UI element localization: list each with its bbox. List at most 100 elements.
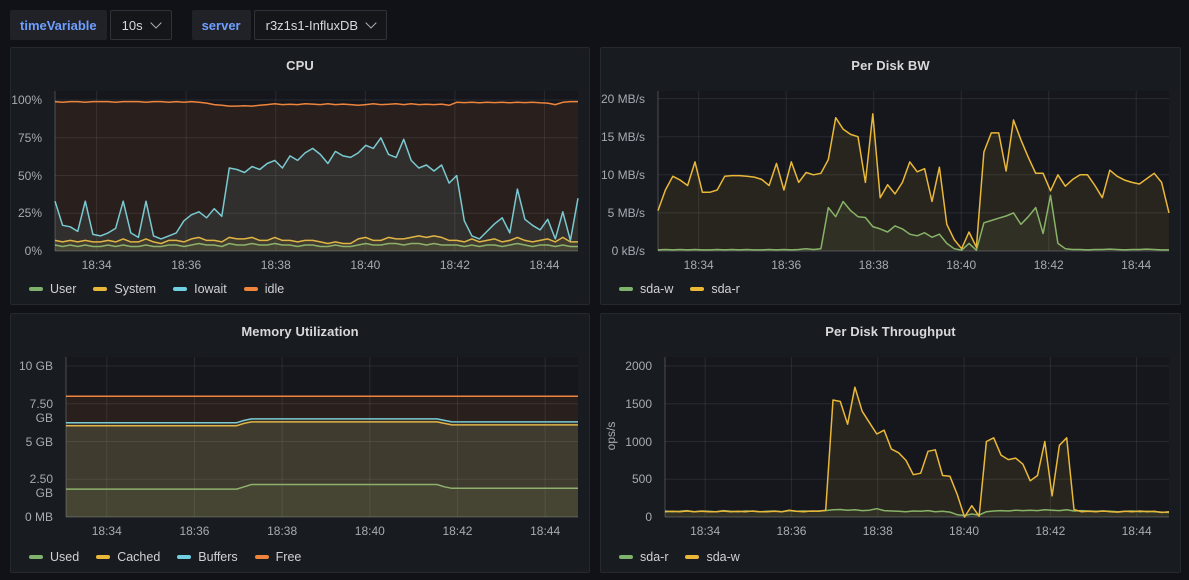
y-tick-label: 2.50 GB: [29, 472, 53, 501]
legend-item-Buffers[interactable]: Buffers: [177, 550, 238, 564]
y-tick-label: 0 kB/s: [611, 244, 645, 258]
x-tick-label: 18:40: [949, 524, 980, 538]
panel-title[interactable]: Memory Utilization: [241, 323, 359, 339]
series-line-Iowait: [54, 137, 579, 242]
legend-label: sda-r: [711, 282, 740, 296]
x-tick-label: 18:40: [946, 258, 977, 272]
y-tick-label: 50%: [17, 168, 42, 183]
y-tick-label: 10 MB/s: [601, 167, 646, 182]
legend-label: Used: [50, 550, 80, 564]
y-tick-label: 2000: [625, 359, 652, 374]
y-tick-label: 75%: [17, 130, 42, 145]
panel-memory-utilization: Memory Utilization 0 MB 2.50 GB 5 GB 7.50 G…: [10, 313, 590, 573]
legend-swatch-icon: [619, 555, 633, 559]
series-fill-Used: [66, 484, 578, 517]
x-tick-label: 18:34: [81, 258, 112, 272]
x-tick-label: 18:38: [858, 258, 889, 272]
x-tick-label: 18:34: [690, 524, 721, 538]
per-disk-bw-chart[interactable]: 0 kB/s 5 MB/s 10 MB/s 15 MB/s 20 MB/s 18:34 18…: [601, 82, 1180, 304]
series-line-sda-w: [664, 386, 1170, 518]
legend-label: Cached: [117, 550, 161, 564]
legend-item-sda-r[interactable]: sda-r: [619, 550, 668, 564]
series-fill-sda-w: [665, 387, 1169, 517]
chart-canvas[interactable]: [11, 82, 589, 304]
variable-value-text: 10s: [121, 17, 143, 33]
legend-label: Free: [275, 550, 302, 564]
legend-item-idle[interactable]: idle: [243, 282, 285, 296]
variables-bar: timeVariable 10s server r3z1s1-InfluxDB: [10, 10, 388, 40]
series-line-System: [54, 235, 578, 245]
y-tick-label: 15 MB/s: [601, 129, 646, 144]
chart-canvas[interactable]: [11, 348, 589, 572]
legend-item-Used[interactable]: Used: [29, 550, 79, 564]
variable-value-text: r3z1s1-InfluxDB: [265, 17, 359, 33]
panel-title[interactable]: Per Disk BW: [851, 57, 930, 73]
series-line-sda-r: [657, 113, 1170, 250]
chart-legend: sda-r sda-w: [619, 550, 740, 564]
legend-swatch-icon: [243, 287, 258, 291]
legend-label: idle: [264, 282, 285, 296]
panel-title[interactable]: Per Disk Throughput: [825, 323, 956, 339]
x-tick-label: 18:44: [1121, 524, 1152, 538]
x-tick-label: 18:38: [260, 258, 291, 272]
x-tick-label: 18:42: [1035, 524, 1066, 538]
x-tick-label: 18:44: [1121, 258, 1152, 272]
legend-item-sda-r[interactable]: sda-r: [690, 282, 740, 296]
y-tick-label: 20 MB/s: [601, 91, 646, 106]
y-tick-label: 500: [631, 472, 652, 487]
legend-swatch-icon: [29, 287, 43, 291]
y-tick-label: 0 MB: [24, 510, 53, 524]
legend-swatch-icon: [177, 555, 192, 559]
series-fill-sda-w: [658, 195, 1169, 251]
cpu-chart[interactable]: 0% 25% 50% 75% 100% 18:34 18:36 18:38 18:40 18:42…: [11, 82, 589, 304]
legend-item-sda-w[interactable]: sda-w: [619, 282, 673, 296]
legend-label: System: [114, 282, 157, 296]
legend-swatch-icon: [29, 555, 43, 559]
y-tick-label: 10 GB: [18, 359, 53, 374]
y-tick-label: 5 GB: [25, 434, 53, 449]
legend-swatch-icon: [690, 287, 705, 291]
legend-item-System[interactable]: System: [93, 282, 156, 296]
variable-label: timeVariable: [10, 10, 107, 40]
chart-legend: Used Cached Buffers Free: [29, 550, 301, 564]
legend-label: Iowait: [194, 282, 227, 296]
legend-item-User[interactable]: User: [29, 282, 76, 296]
legend-item-sda-w[interactable]: sda-w: [685, 550, 740, 564]
series-fill-idle: [55, 101, 578, 251]
legend-item-Iowait[interactable]: Iowait: [173, 282, 227, 296]
x-tick-label: 18:40: [350, 258, 381, 272]
panel-per-disk-throughput: Per Disk Throughput 0 500 1000 1500 2000 18:3…: [600, 313, 1181, 573]
panel-title[interactable]: CPU: [286, 57, 314, 73]
y-tick-label: 25%: [17, 206, 42, 221]
y-tick-label: 5 MB/s: [607, 205, 645, 220]
legend-item-Free[interactable]: Free: [254, 550, 302, 564]
legend-swatch-icon: [93, 287, 108, 291]
chart-canvas[interactable]: [601, 348, 1180, 572]
x-tick-label: 18:36: [179, 524, 210, 538]
x-tick-label: 18:34: [91, 524, 122, 538]
x-tick-label: 18:42: [442, 524, 473, 538]
x-tick-label: 18:44: [530, 524, 561, 538]
y-tick-label: 1000: [625, 434, 652, 449]
memory-utilization-chart[interactable]: 0 MB 2.50 GB 5 GB 7.50 GB 10 GB 18:34 18:36 18:…: [11, 348, 589, 572]
chart-legend: User System Iowait idle: [29, 282, 284, 296]
variable-value-dropdown[interactable]: 10s: [109, 10, 172, 40]
legend-swatch-icon: [685, 555, 700, 559]
series-line-idle: [54, 100, 578, 107]
y-tick-label: 100%: [11, 93, 42, 108]
series-fill-Iowait: [55, 137, 578, 251]
series-line-User: [54, 242, 578, 248]
series-fill-Buffers: [66, 418, 578, 517]
legend-item-Cached[interactable]: Cached: [96, 550, 160, 564]
chevron-down-icon: [149, 17, 162, 29]
legend-label: sda-w: [640, 282, 674, 296]
panel-per-disk-bw: Per Disk BW 0 kB/s 5 MB/s 10 MB/s 15 MB/s 20…: [600, 47, 1181, 305]
chart-legend: sda-w sda-r: [619, 282, 740, 296]
x-tick-label: 18:38: [862, 524, 893, 538]
chevron-down-icon: [365, 17, 377, 29]
per-disk-throughput-chart[interactable]: 0 500 1000 1500 2000 18:34 18:36 18:38 18:40 18:4…: [601, 348, 1180, 572]
series-fill-sda-r: [658, 113, 1169, 252]
variable-value-dropdown[interactable]: r3z1s1-InfluxDB: [253, 10, 388, 40]
chart-canvas[interactable]: [601, 82, 1180, 304]
